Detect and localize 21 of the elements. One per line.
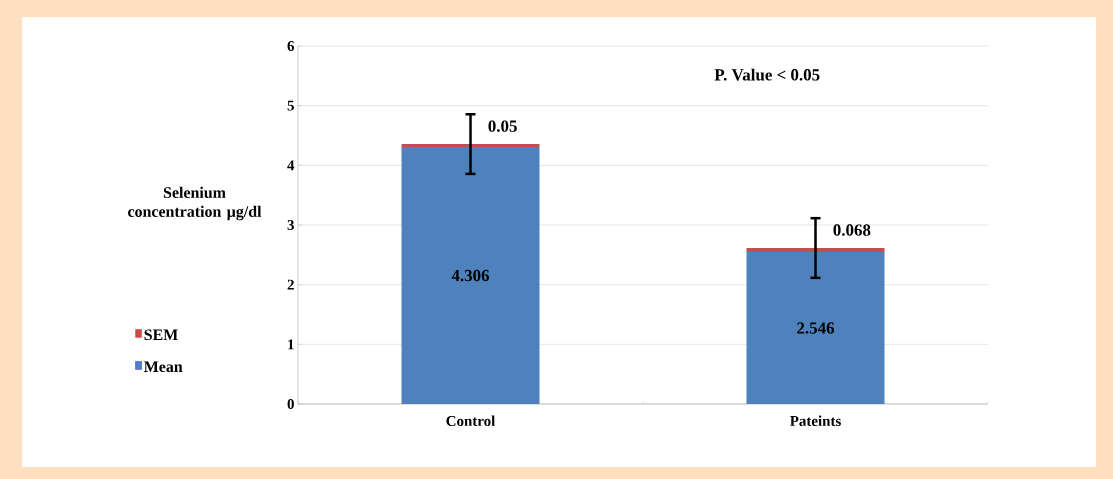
x-tick-label: Pateints <box>790 415 841 427</box>
y-tick-label: 2 <box>287 279 294 290</box>
bar <box>401 144 540 148</box>
data-label: 2.546 <box>797 322 835 334</box>
bar <box>401 147 540 404</box>
y-tick-label: 5 <box>287 100 294 111</box>
annotation: P. Value < 0.05 <box>714 68 820 81</box>
data-label: 0.068 <box>833 224 871 236</box>
legend-label: SEM <box>144 329 178 341</box>
y-tick-label: 0 <box>287 398 294 410</box>
y-tick-label: 3 <box>287 219 294 230</box>
x-tick-label: Control <box>446 415 496 427</box>
y-tick-label: 6 <box>287 40 295 52</box>
y-axis-title: Selenium concentration µg/dl <box>128 186 262 221</box>
legend-label: Mean <box>143 361 183 373</box>
data-label: 4.306 <box>451 269 490 282</box>
y-tick-label: 1 <box>288 339 294 350</box>
bar <box>746 248 885 253</box>
bar <box>746 252 885 404</box>
data-label: 0.05 <box>488 120 517 132</box>
y-tick-label: 4 <box>287 160 295 171</box>
